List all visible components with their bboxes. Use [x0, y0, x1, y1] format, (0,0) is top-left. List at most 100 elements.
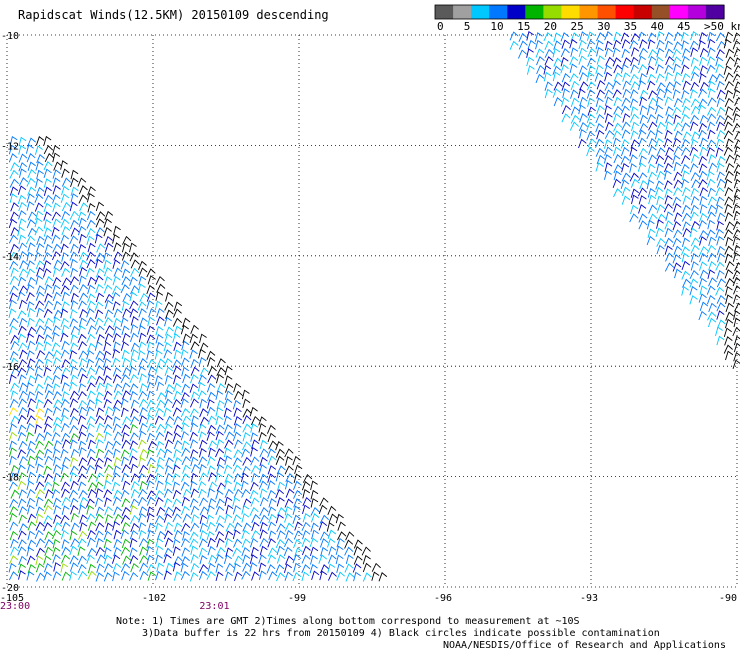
wind-barb: [699, 236, 708, 246]
wind-barb: [60, 285, 70, 295]
wind-barb: [292, 505, 301, 516]
wind-barb: [250, 497, 260, 507]
wind-barb: [327, 529, 337, 539]
wind-barb: [44, 351, 54, 361]
wind-barb: [707, 80, 716, 91]
wind-barb: [681, 178, 690, 189]
wind-barb: [189, 531, 199, 541]
wind-barb: [95, 375, 105, 385]
wind-barb: [103, 480, 112, 490]
wind-barb: [232, 514, 242, 524]
lat-tick-label: -16: [1, 362, 19, 373]
wind-barb: [180, 408, 191, 418]
wind-barb: [620, 179, 630, 189]
wind-barb: [36, 473, 45, 484]
wind-barb: [111, 440, 121, 450]
wind-barb: [190, 391, 199, 401]
wind-barb: [646, 65, 655, 75]
wind-barb: [70, 292, 79, 303]
wind-barb: [190, 472, 199, 483]
wind-barb: [699, 195, 708, 206]
wind-barb: [723, 344, 733, 354]
wind-barb: [87, 284, 96, 295]
wind-barb: [104, 449, 114, 459]
wind-barb: [156, 283, 166, 293]
wind-barb: [604, 162, 613, 172]
wind-barb: [77, 570, 88, 580]
wind-barb: [682, 221, 691, 231]
wind-barb: [225, 383, 234, 393]
wind-barb: [180, 556, 190, 566]
wind-barb: [112, 496, 122, 506]
wind-barb: [715, 73, 725, 83]
wind-barb: [61, 382, 70, 392]
wind-barb: [44, 407, 53, 418]
wind-barb: [680, 31, 689, 42]
wind-barb: [603, 64, 612, 75]
wind-barb: [242, 431, 251, 442]
wind-barb: [586, 146, 595, 157]
wind-barb: [103, 284, 113, 294]
wind-barb: [251, 530, 261, 540]
wind-barb: [293, 498, 302, 508]
wind-barb: [337, 521, 346, 531]
wind-barb: [689, 146, 699, 157]
wind-barb: [18, 168, 27, 178]
wind-barb: [156, 381, 165, 392]
wind-barb: [699, 56, 708, 66]
wind-barb: [215, 490, 224, 500]
wind-barb: [249, 489, 259, 499]
wind-barb: [570, 89, 579, 99]
wind-barb: [648, 97, 658, 107]
wind-barb: [10, 267, 19, 277]
wind-barb: [36, 349, 46, 360]
wind-barb: [172, 365, 182, 375]
wind-barb: [311, 570, 320, 581]
wind-barb: [733, 335, 740, 346]
wind-barb: [18, 136, 27, 147]
wind-barb: [724, 212, 734, 222]
wind-barb: [43, 423, 52, 433]
wind-barb: [130, 324, 139, 334]
wind-barb: [113, 225, 121, 236]
wind-barb: [86, 406, 95, 417]
wind-barb: [120, 398, 129, 408]
wind-barb: [17, 539, 27, 549]
wind-barb: [173, 522, 183, 532]
wind-barb: [26, 251, 35, 262]
wind-barb: [242, 562, 252, 572]
wind-barb: [655, 227, 664, 238]
wind-barb: [310, 480, 318, 491]
wind-barb: [656, 82, 666, 92]
wind-barb: [560, 56, 569, 67]
wind-barb: [552, 71, 561, 82]
wind-barb: [276, 496, 285, 507]
wind-barb: [60, 529, 69, 540]
wind-barb: [199, 497, 209, 507]
wind-barb: [639, 39, 648, 49]
wind-barb: [155, 407, 164, 417]
wind-barb: [164, 316, 172, 327]
wind-barb: [181, 383, 191, 393]
wind-barb: [690, 30, 699, 41]
wind-barb: [681, 64, 690, 74]
wind-barb: [189, 572, 199, 582]
wind-barb: [87, 521, 97, 531]
wind-barb: [52, 267, 61, 277]
wind-barb: [622, 80, 631, 90]
wind-barb: [198, 547, 208, 557]
wind-barb: [18, 523, 28, 533]
wind-barb: [734, 145, 740, 156]
wind-barb: [595, 162, 604, 172]
wind-barb: [34, 358, 44, 368]
wind-barb: [249, 406, 258, 417]
wind-barb: [78, 530, 88, 540]
wind-barb: [629, 89, 639, 99]
wind-barb: [258, 570, 267, 581]
wind-barb: [232, 464, 242, 474]
wind-barb: [18, 144, 27, 155]
wind-barb: [155, 275, 165, 285]
wind-barb: [25, 382, 34, 392]
wind-barb: [673, 229, 683, 239]
lat-tick-label: -20: [1, 583, 19, 594]
